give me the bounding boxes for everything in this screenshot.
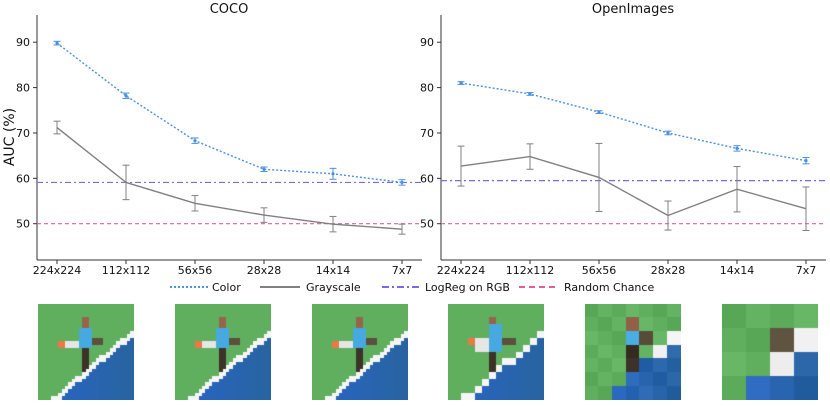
downsampled-image-112 xyxy=(175,304,271,400)
coco-grayscale-errorbar xyxy=(53,120,61,135)
openimages-color-errorbar xyxy=(457,81,465,85)
data-point xyxy=(193,139,197,143)
data-point xyxy=(124,94,128,98)
openimages-x-tick-label: 28x28 xyxy=(651,264,686,277)
openimages-grayscale-errorbar xyxy=(733,166,741,213)
data-point xyxy=(666,131,670,135)
coco-grayscale-line xyxy=(56,126,403,230)
legend-entry-grayscale: Grayscale xyxy=(260,281,361,294)
coco-grayscale-errorbar xyxy=(122,164,130,201)
openimages-color-errorbar xyxy=(664,130,672,136)
coco-color-errorbar xyxy=(329,167,337,180)
coco-color-errorbar xyxy=(53,40,61,46)
openimages-x-tick-label: 112x112 xyxy=(506,264,555,277)
downsampled-image-7 xyxy=(722,304,818,400)
openimages-x-tick-label: 224x224 xyxy=(437,264,486,277)
coco-grayscale-errorbar xyxy=(398,223,406,235)
legend: Color Grayscale LogReg on RGB Random Cha… xyxy=(170,281,654,294)
coco-y-tick-label: 70 xyxy=(16,127,30,140)
openimages-y-tick-label: 60 xyxy=(420,172,434,185)
openimages-x-tick-label: 7x7 xyxy=(796,264,817,277)
openimages-y-tick-label: 50 xyxy=(420,218,434,231)
coco-panel: COCO 50 60 70 80 90 224x224 112x112 56x56 28x28 1… xyxy=(16,2,422,277)
coco-y-tick-label: 80 xyxy=(16,82,30,95)
legend-entry-random: Random Chance xyxy=(519,281,654,294)
legend-label-grayscale: Grayscale xyxy=(306,281,361,294)
legend-label-color: Color xyxy=(212,281,241,294)
data-point xyxy=(528,92,532,96)
coco-grayscale-errorbar xyxy=(329,215,337,233)
coco-y-tick-label: 50 xyxy=(16,218,30,231)
coco-title: COCO xyxy=(210,2,249,17)
downsampled-image-224 xyxy=(38,304,134,400)
openimages-title: OpenImages xyxy=(592,2,674,17)
coco-x-tick-label: 7x7 xyxy=(392,264,413,277)
downsampled-image-28 xyxy=(448,304,544,400)
openimages-grayscale-errorbar xyxy=(595,142,603,212)
y-axis-label: AUC (%) xyxy=(2,108,18,166)
coco-color-errorbar xyxy=(122,92,130,99)
legend-label-random: Random Chance xyxy=(564,281,654,294)
legend-label-logreg: LogReg on RGB xyxy=(425,281,510,294)
openimages-color-errorbar xyxy=(733,145,741,152)
openimages-x-tick-label: 56x56 xyxy=(582,264,617,277)
data-point xyxy=(262,167,266,171)
data-point xyxy=(55,41,59,45)
data-point xyxy=(459,81,463,85)
downsampled-image-14 xyxy=(585,304,681,400)
coco-x-tick-label: 28x28 xyxy=(247,264,282,277)
legend-entry-color: Color xyxy=(170,281,241,294)
data-point xyxy=(400,180,404,185)
coco-y-tick-label: 90 xyxy=(16,36,30,49)
openimages-color-errorbar xyxy=(526,92,534,96)
openimages-color-errorbar xyxy=(595,110,603,114)
coco-x-tick-label: 56x56 xyxy=(178,264,213,277)
openimages-grayscale-errorbar xyxy=(457,145,465,187)
coco-grayscale-errorbar xyxy=(191,195,199,212)
coco-grayscale-errorbar xyxy=(260,207,268,223)
coco-color-line xyxy=(56,42,403,184)
legend-entry-logreg: LogReg on RGB xyxy=(382,281,510,294)
openimages-color-errorbar xyxy=(802,156,810,165)
openimages-grayscale-errorbar xyxy=(526,143,534,170)
openimages-y-tick-label: 90 xyxy=(420,36,434,49)
coco-x-tick-label: 224x224 xyxy=(33,264,82,277)
coco-y-tick-label: 60 xyxy=(16,172,30,185)
openimages-y-tick-label: 80 xyxy=(420,82,434,95)
data-point xyxy=(735,146,739,150)
coco-x-tick-label: 112x112 xyxy=(102,264,151,277)
openimages-panel: OpenImages 50 60 70 80 90 224x224 112x112 56x56… xyxy=(420,2,826,277)
openimages-grayscale-errorbar xyxy=(802,186,810,232)
openimages-grayscale-line xyxy=(460,155,807,217)
openimages-y-tick-label: 70 xyxy=(420,127,434,140)
data-point xyxy=(331,172,335,176)
data-point xyxy=(597,110,601,114)
openimages-x-tick-label: 14x14 xyxy=(720,264,755,277)
coco-color-errorbar xyxy=(398,179,406,186)
data-point xyxy=(804,159,808,163)
openimages-grayscale-errorbar xyxy=(664,200,672,231)
coco-x-tick-label: 14x14 xyxy=(316,264,351,277)
coco-color-errorbar xyxy=(260,166,268,173)
coco-color-errorbar xyxy=(191,137,199,144)
downsampled-image-56 xyxy=(312,304,408,400)
openimages-color-line xyxy=(460,82,807,162)
